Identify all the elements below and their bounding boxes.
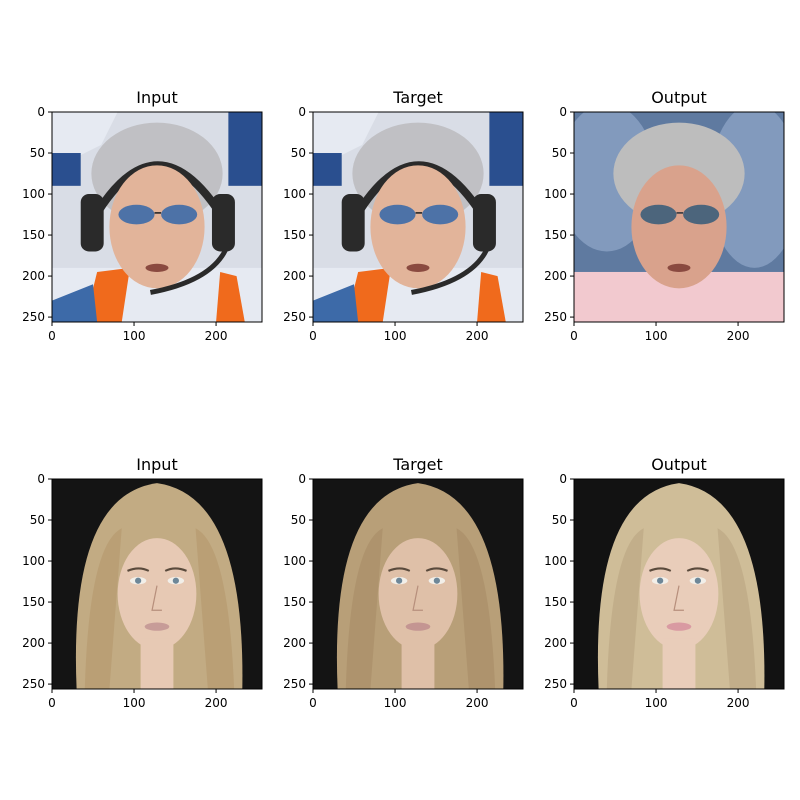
- y-tick-label: 0: [298, 472, 306, 486]
- y-tick-label: 200: [22, 636, 45, 650]
- y-tick-label: 250: [22, 677, 45, 691]
- axes-frame: [51, 478, 263, 690]
- y-tick-label: 50: [291, 146, 306, 160]
- y-tick-label: 50: [552, 146, 567, 160]
- y-tick-label: 0: [37, 472, 45, 486]
- x-tick-label: 200: [466, 329, 489, 343]
- subplot-title: Target: [392, 88, 443, 107]
- subplot-title: Output: [651, 88, 707, 107]
- y-tick-label: 200: [283, 636, 306, 650]
- y-tick-label: 200: [544, 636, 567, 650]
- panel-image: [52, 112, 262, 322]
- subplot-title: Output: [651, 455, 707, 474]
- y-tick-label: 150: [283, 595, 306, 609]
- y-tick-label: 150: [544, 228, 567, 242]
- y-tick-label: 150: [22, 595, 45, 609]
- panel-image: [574, 479, 784, 689]
- y-tick-label: 100: [22, 554, 45, 568]
- panel-image: [313, 112, 523, 322]
- y-tick-label: 50: [552, 513, 567, 527]
- axes-frame: [51, 111, 263, 323]
- y-tick-label: 50: [291, 513, 306, 527]
- y-tick-label: 0: [298, 105, 306, 119]
- y-tick-label: 100: [283, 554, 306, 568]
- y-tick-label: 150: [22, 228, 45, 242]
- x-tick-label: 100: [645, 329, 668, 343]
- x-tick-label: 200: [727, 696, 750, 710]
- x-tick-label: 0: [48, 696, 56, 710]
- axes-frame: [312, 478, 524, 690]
- x-tick-label: 0: [309, 696, 317, 710]
- y-tick-label: 250: [22, 310, 45, 324]
- y-tick-label: 0: [559, 472, 567, 486]
- x-tick-label: 100: [123, 329, 146, 343]
- y-tick-label: 100: [22, 187, 45, 201]
- subplot-title: Input: [136, 88, 177, 107]
- x-tick-label: 100: [384, 696, 407, 710]
- axes-frame: [573, 478, 785, 690]
- axes-frame: [573, 111, 785, 323]
- subplot-0-1: Target 0 100 200 0 50 100 150 200 250: [283, 88, 524, 343]
- subplot-1-1: Target 0 100 200 0 50 100 150 200 250: [283, 455, 524, 710]
- y-tick-label: 100: [544, 187, 567, 201]
- y-tick-label: 150: [283, 228, 306, 242]
- x-tick-label: 200: [466, 696, 489, 710]
- panel-image: [313, 479, 523, 689]
- subplot-grid: Input 0 100 200 0 50 100 150 200 250 Target 0 100 200…: [22, 88, 785, 710]
- y-tick-label: 200: [544, 269, 567, 283]
- y-tick-label: 50: [30, 146, 45, 160]
- subplot-title: Target: [392, 455, 443, 474]
- y-tick-label: 0: [559, 105, 567, 119]
- x-tick-label: 0: [309, 329, 317, 343]
- x-tick-label: 100: [384, 329, 407, 343]
- y-tick-label: 200: [22, 269, 45, 283]
- y-tick-label: 250: [283, 310, 306, 324]
- subplot-0-2: Output 0 100 200 0 50 100 150 200 250: [544, 88, 785, 343]
- y-tick-label: 100: [283, 187, 306, 201]
- subplot-1-0: Input 0 100 200 0 50 100 150 200 250: [22, 455, 263, 710]
- y-tick-label: 100: [544, 554, 567, 568]
- panel-image: [574, 112, 784, 322]
- subplot-0-0: Input 0 100 200 0 50 100 150 200 250: [22, 88, 263, 343]
- x-tick-label: 0: [570, 329, 578, 343]
- y-tick-label: 50: [30, 513, 45, 527]
- subplot-title: Input: [136, 455, 177, 474]
- x-tick-label: 100: [645, 696, 668, 710]
- x-tick-label: 200: [727, 329, 750, 343]
- y-tick-label: 250: [544, 310, 567, 324]
- y-tick-label: 250: [283, 677, 306, 691]
- x-tick-label: 200: [205, 696, 228, 710]
- axes-frame: [312, 111, 524, 323]
- x-tick-label: 0: [48, 329, 56, 343]
- subplot-1-2: Output 0 100 200 0 50 100 150 200 250: [544, 455, 785, 710]
- y-tick-label: 250: [544, 677, 567, 691]
- x-tick-label: 200: [205, 329, 228, 343]
- x-tick-label: 100: [123, 696, 146, 710]
- y-tick-label: 200: [283, 269, 306, 283]
- y-tick-label: 150: [544, 595, 567, 609]
- y-tick-label: 0: [37, 105, 45, 119]
- x-tick-label: 0: [570, 696, 578, 710]
- panel-image: [52, 479, 262, 689]
